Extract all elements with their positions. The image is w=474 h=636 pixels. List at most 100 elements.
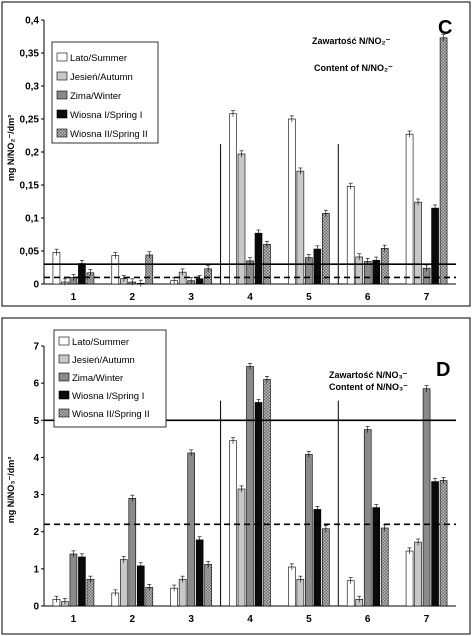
legend-item: Wiosna I/Spring I [58,390,144,402]
annotation-line-2: Content of N/NO₃⁻ [329,382,408,392]
bar [346,186,355,285]
bar [405,133,414,285]
legend-box [51,41,159,144]
legend-item: Wiosna II/Spring II [58,408,150,420]
legend-label: Zima/Winter [72,373,123,384]
legend-label: Wiosna II/Spring II [70,129,148,140]
y-tick-label: 0 [33,280,39,291]
bar [363,429,372,607]
bar [288,118,296,285]
bar [431,481,439,607]
legend-box [53,329,167,428]
x-tick-label: 5 [306,614,312,625]
legend-swatch [58,336,70,346]
bar [136,565,145,607]
panel-letter: D [436,359,450,381]
legend-label: Jesień/Autumn [72,355,135,366]
bar [296,578,305,607]
panel-frame [1,1,471,307]
bar [119,559,128,607]
y-axis-label: mg N/NO₂⁻/dm³ [6,115,16,181]
x-tick-label: 3 [188,292,194,303]
legend-item: Lato/Summer [56,52,127,64]
bar [414,201,422,285]
panel-letter: C [438,17,452,39]
legend: Lato/Summer Jesień/Autumn Zima/Winter Wi… [53,329,167,428]
x-tick-label: 7 [424,292,430,303]
bar [229,113,237,285]
y-tick-label: 2 [33,527,39,538]
bar [246,366,254,607]
bar [288,566,296,607]
bar [296,170,305,285]
legend-swatch [58,408,70,418]
bar [355,256,364,285]
annotation-line-1: Zawartość N/NO₂⁻ [312,36,391,46]
x-tick-label: 4 [247,614,253,625]
x-tick-label: 3 [188,614,194,625]
legend: Lato/Summer Jesień/Autumn Zima/Winter Wi… [51,41,159,144]
panel-frame [1,317,471,635]
annotation-line-1: Zawartość N/NO₃⁻ [329,370,408,380]
x-tick-label: 6 [365,292,371,303]
y-tick-label: 0,3 [25,82,39,93]
bar [405,550,414,607]
legend-item: Wiosna I/Spring I [56,109,142,121]
legend-label: Wiosna I/Spring I [72,391,144,402]
bar [439,37,448,285]
legend-swatch [58,372,70,382]
legend-swatch [58,354,70,364]
y-tick-label: 1 [33,564,39,575]
bar [52,252,61,285]
y-tick-label: 7 [33,342,39,353]
bar [237,488,246,607]
bar [372,507,381,607]
bar [204,564,212,607]
y-tick-label: 3 [33,490,39,501]
bar [380,248,389,285]
y-tick-label: 6 [33,379,39,390]
bar [128,497,137,607]
y-tick-label: 0,4 [25,16,39,27]
y-tick-label: 0,15 [20,181,40,192]
legend-swatch [56,90,68,100]
bar [313,248,322,285]
bar [422,388,431,607]
bar [322,213,330,285]
legend-label: Jesień/Autumn [70,72,133,83]
legend-item: Wiosna II/Spring II [56,128,148,140]
x-tick-label: 2 [130,292,136,303]
legend-label: Lato/Summer [70,53,127,64]
legend-item: Zima/Winter [58,372,123,384]
y-tick-label: 0,2 [25,148,39,159]
y-tick-label: 0,1 [25,214,39,225]
x-tick-label: 5 [306,292,312,303]
legend-item: Lato/Summer [58,336,129,348]
bar [439,480,448,607]
bar [322,528,330,607]
legend-swatch [58,390,70,400]
legend-label: Lato/Summer [72,337,129,348]
bar [254,232,263,285]
bar [178,578,187,607]
x-tick-label: 1 [71,614,77,625]
bar [78,556,86,607]
legend-swatch [56,52,68,62]
bar [346,580,355,607]
y-axis-label: mg N/NO₃⁻/dm³ [6,457,16,523]
bar [145,254,154,285]
bar [431,207,439,285]
x-tick-label: 7 [424,614,430,625]
bar [263,379,271,607]
bar [111,255,120,285]
panel-d: 0 1 2 3 4 5 6 7 1 2 3 4 5 6 7 D Zawartość N/NO₃⁻ Conte… [1,317,471,635]
y-tick-label: 0,05 [20,247,40,258]
legend-swatch [56,128,68,138]
legend-swatch [56,109,68,119]
annotation-line-2: Content of N/NO₂⁻ [314,63,393,73]
bar [69,553,78,607]
y-tick-label: 0 [33,602,39,613]
bar [380,527,389,607]
bar [187,452,195,607]
y-tick-label: 0,35 [20,49,40,60]
